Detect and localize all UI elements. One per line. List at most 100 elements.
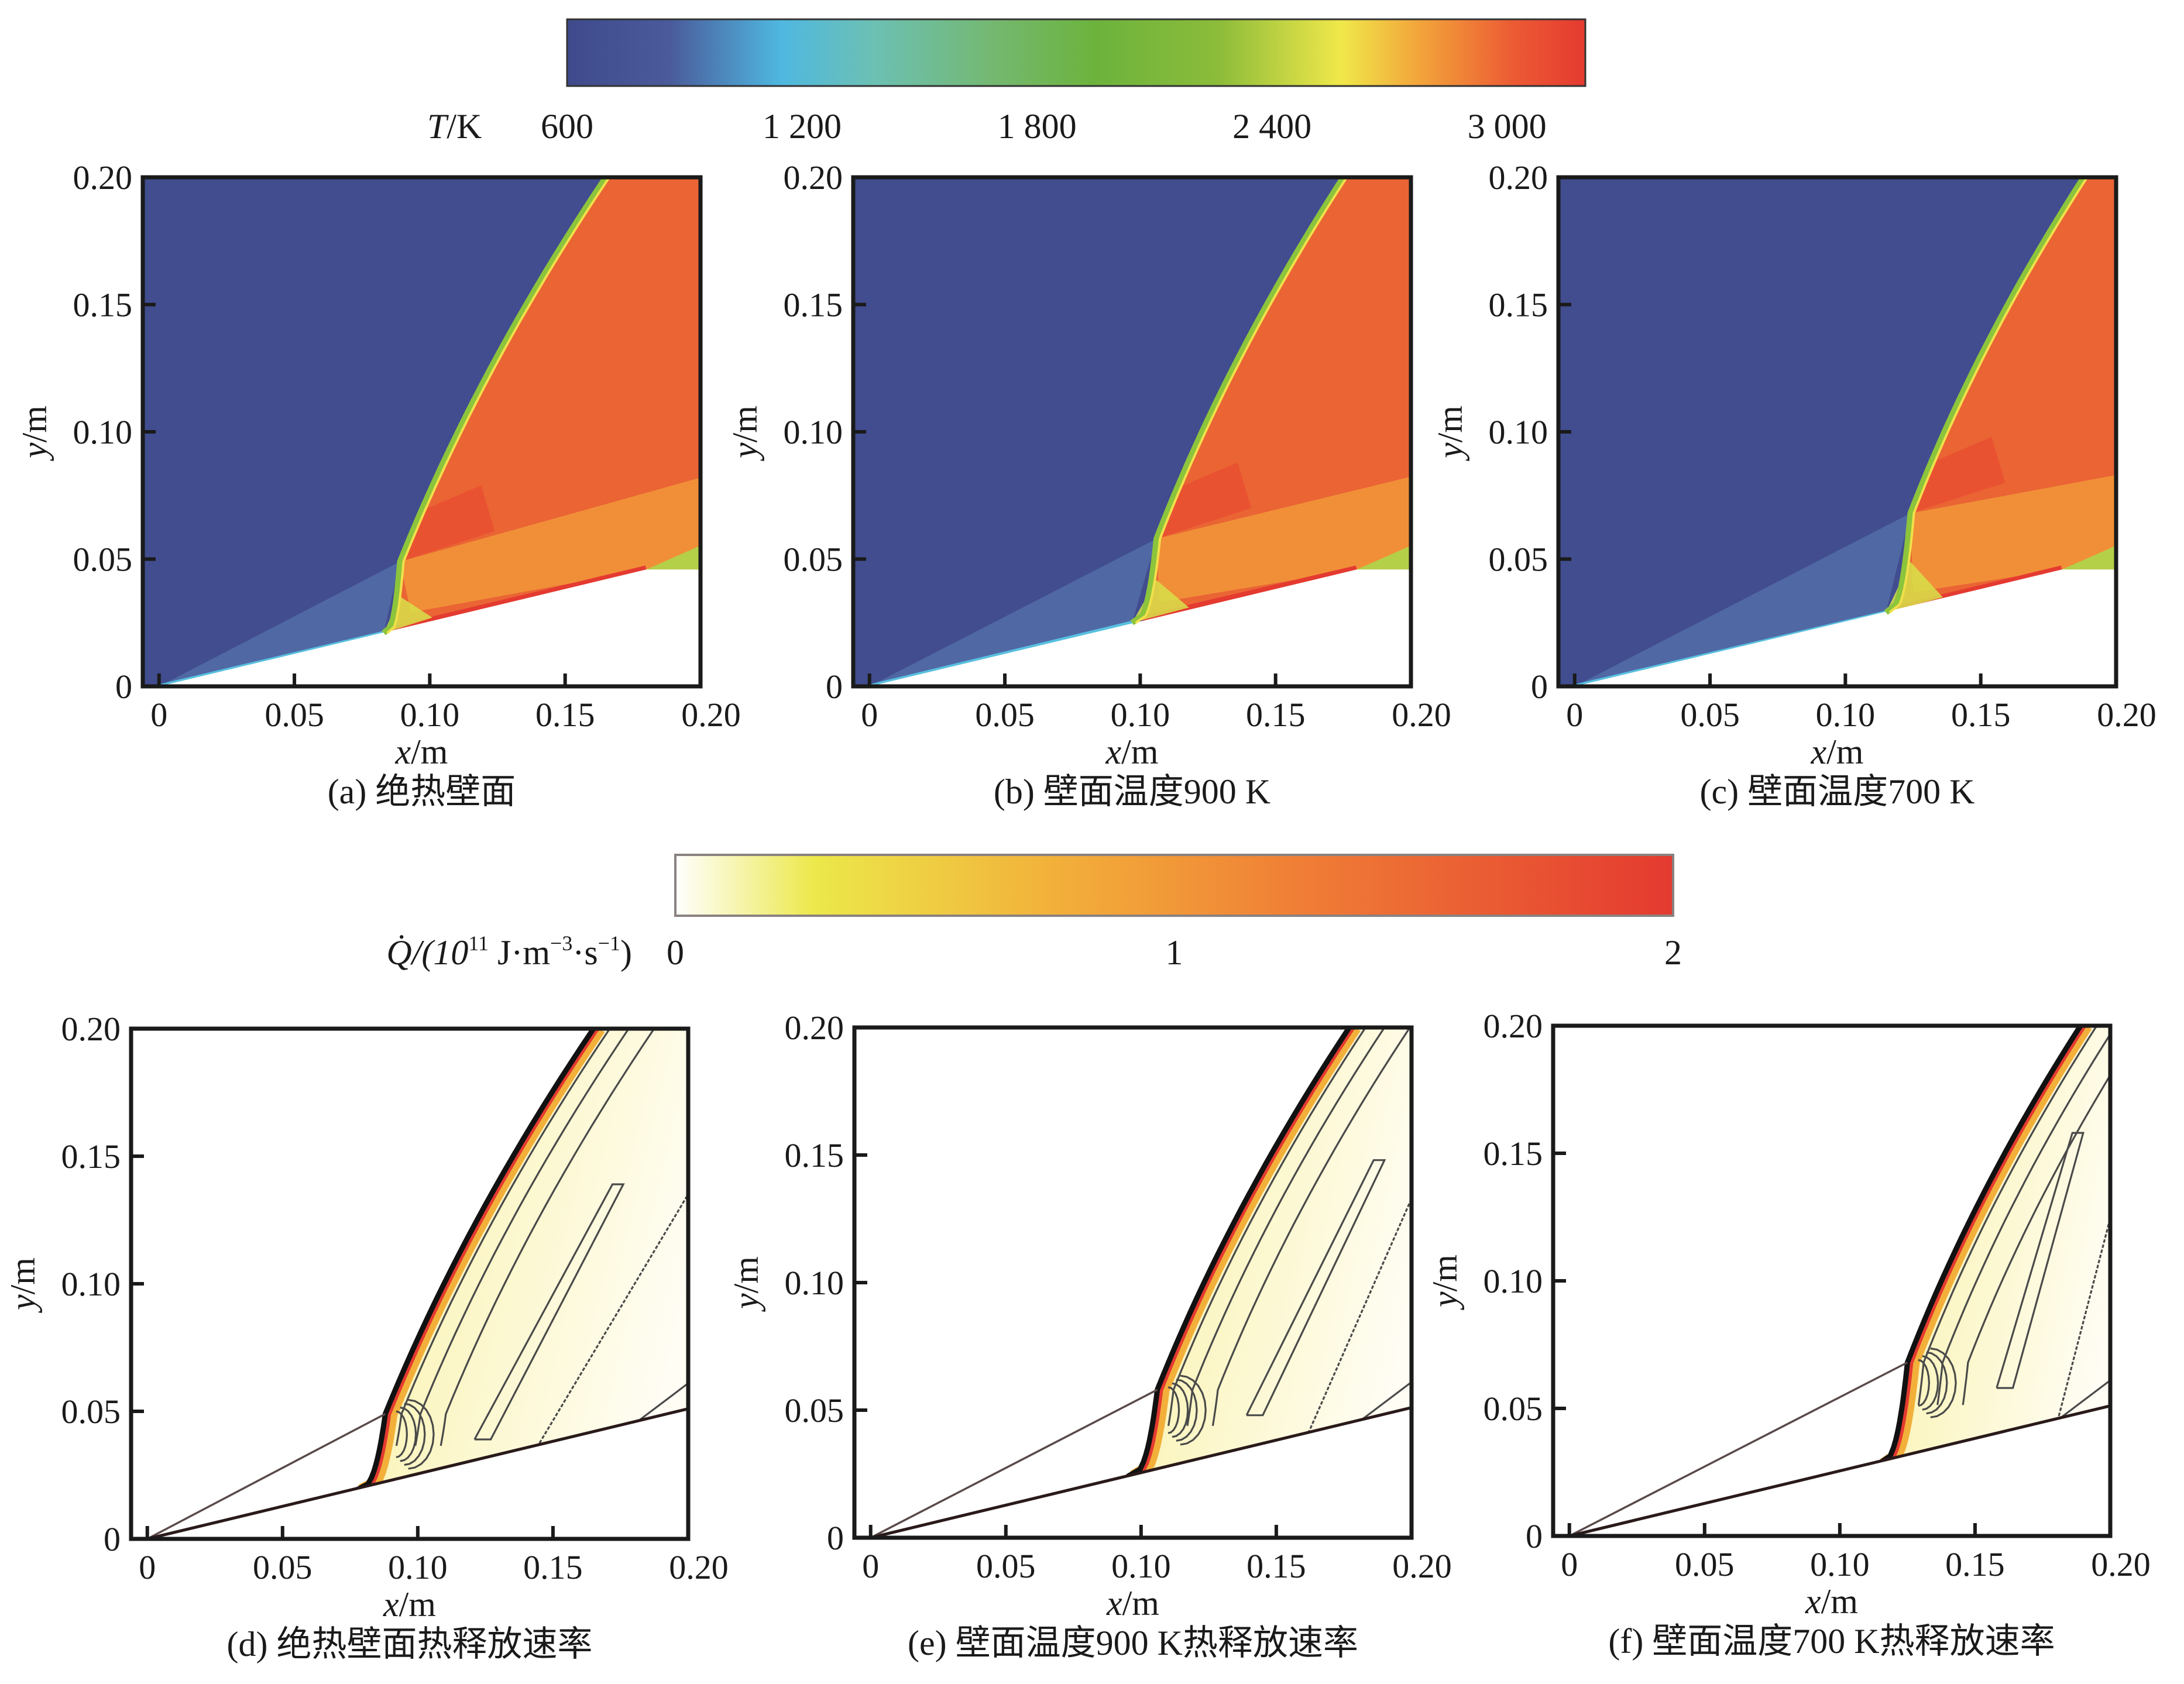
detonation-front (1130, 177, 1346, 626)
heat-release-colorbar-tick-label: 2 (1664, 933, 1682, 972)
x-tick-label: 0.20 (681, 696, 741, 734)
contour-line (408, 1398, 435, 1470)
x-tick-label: 0 (150, 696, 167, 734)
panel-caption: (a) 绝热壁面 (328, 772, 516, 811)
contour-line (1962, 1073, 2110, 1405)
oblique-shock-line (870, 1389, 1158, 1538)
detonation-front-inner (386, 177, 610, 634)
plot-area (854, 1027, 1412, 1538)
panel-c: 0 0.05 0.10 0.15 0.20 0 0.05 0.10 0.15 0.20 x/m y/m… (1431, 159, 2156, 811)
y-tick-label: 0.10 (1484, 1262, 1543, 1300)
wedge-surface-line (1569, 1404, 2110, 1536)
heat-release-colorbar-gradient (674, 854, 1674, 917)
oblique-shock-region (159, 561, 400, 686)
wedge-body (1574, 569, 2116, 686)
contour-loop (1996, 1132, 2085, 1389)
x-tick-label: 0 (1561, 1545, 1578, 1583)
expansion-region (646, 545, 700, 570)
temperature-colorbar-tick-label: 1 800 (998, 107, 1077, 146)
qdot-prefix: Q̇/(10 (386, 933, 468, 972)
y-tick-label: 0.15 (1484, 1135, 1543, 1173)
panels: 0 0.05 0.10 0.15 0.20 0 0.05 0.10 0.15 0.20 x/m y/m… (4, 159, 2156, 1664)
x-axis-label: x/m (1106, 1584, 1159, 1623)
x-tick-label: 0.20 (1392, 696, 1451, 734)
contour-line (1918, 1359, 1931, 1407)
heat-release-colorbar-tick-label: 0 (667, 933, 684, 972)
y-tick-label: 0.20 (61, 1010, 121, 1048)
x-axis-label: x/m (395, 733, 448, 771)
qdot-suffix: J·m (489, 933, 550, 972)
heat-release-colorbar-title: Q̇/(1011 J·m−3·s−1) (386, 932, 632, 972)
hot-spot (1156, 462, 1252, 539)
oblique-shock-line (1568, 1361, 1908, 1536)
detonation-front-inner (1888, 177, 2089, 614)
x-tick-label: 0.05 (1680, 696, 1740, 734)
contour-line (533, 1192, 688, 1453)
panel-a: 0 0.05 0.10 0.15 0.20 0 0.05 0.10 0.15 0.20 x/m y/m… (15, 159, 741, 811)
x-tick-label: 0.10 (400, 696, 460, 734)
x-tick-label: 0.10 (1810, 1545, 1870, 1583)
y-tick-label: 0.15 (61, 1137, 121, 1176)
y-tick-label: 0.05 (1484, 1390, 1543, 1428)
y-tick-label: 0.20 (73, 159, 133, 197)
wall-hot-layer (393, 565, 648, 634)
panel-caption: (c) 壁面温度700 K (1700, 772, 1975, 811)
x-tick-label: 0.05 (1675, 1545, 1735, 1583)
y-tick-label: 0.05 (784, 541, 843, 579)
reflected-wave-region (400, 477, 700, 613)
heat-release-colorbar: Q̇/(1011 J·m−3·s−1) 0 1 2 (386, 854, 1682, 972)
contour-line (1357, 1381, 1412, 1424)
y-tick-label: 0 (104, 1520, 121, 1558)
oblique-shock-region (869, 538, 1157, 686)
x-tick-label: 0.10 (1111, 696, 1170, 734)
heat-release-colorbar-tick-label: 1 (1166, 933, 1183, 972)
y-tick-label: 0 (1531, 668, 1548, 706)
y-axis-label: y/m (1431, 405, 1469, 462)
y-tick-label: 0.10 (785, 1264, 844, 1302)
hot-spot (400, 485, 495, 562)
y-tick-label: 0.05 (73, 541, 133, 579)
x-tick-label: 0 (861, 696, 878, 734)
temperature-colorbar-gradient (566, 18, 1587, 87)
y-axis-label: y/m (726, 405, 764, 462)
front-peak-layer (1876, 1026, 2083, 1467)
oblique-shock-line (146, 1413, 386, 1539)
x-tick-label: 0 (139, 1548, 156, 1586)
y-tick-label: 0 (115, 668, 132, 706)
x-tick-label: 0.20 (1392, 1547, 1452, 1585)
contour-line (1930, 1347, 1957, 1418)
x-tick-label: 0.20 (2091, 1545, 2151, 1583)
y-tick-label: 0.10 (784, 413, 843, 451)
contour-line (1211, 1027, 1411, 1427)
y-tick-label: 0 (826, 668, 843, 706)
detonation-front (382, 177, 609, 635)
temperature-var: T (427, 107, 449, 146)
temperature-colorbar-tick-label: 3 000 (1468, 107, 1547, 146)
temperature-colorbar: T/K 600 1 200 1 800 2 400 3 000 (427, 18, 1587, 146)
plot-area (143, 177, 700, 686)
y-tick-label: 0.20 (1489, 159, 1548, 197)
contour-line (1922, 1355, 1939, 1411)
x-tick-label: 0.05 (265, 696, 324, 734)
temperature-colorbar-tick-label: 1 200 (763, 107, 842, 146)
wedge-surface-line (147, 1407, 688, 1539)
wedge-body (869, 569, 1411, 686)
temperature-colorbar-tick-label: 600 (541, 107, 593, 146)
x-tick-label: 0.15 (1246, 696, 1306, 734)
temperature-colorbar-tick-label: 2 400 (1232, 107, 1311, 146)
plot-area (1553, 1026, 2110, 1536)
x-tick-label: 0.05 (976, 1547, 1036, 1585)
y-tick-label: 0.05 (61, 1393, 121, 1431)
oblique-shock-region (1574, 513, 1911, 686)
x-tick-label: 0.05 (253, 1548, 313, 1586)
plot-area (131, 1029, 688, 1539)
contour-line (396, 1410, 408, 1459)
y-tick-label: 0.10 (61, 1265, 121, 1303)
contour-line (2055, 1214, 2110, 1427)
x-tick-label: 0 (862, 1547, 879, 1585)
x-tick-label: 0.15 (1945, 1545, 2005, 1583)
reaction-zone (355, 1029, 688, 1491)
contour-line (1176, 1379, 1198, 1442)
panel-d: 0 0.05 0.10 0.15 0.20 0 0.05 0.10 0.15 0.20 x/m y/m… (4, 1010, 729, 1664)
contour-line (404, 1403, 426, 1466)
